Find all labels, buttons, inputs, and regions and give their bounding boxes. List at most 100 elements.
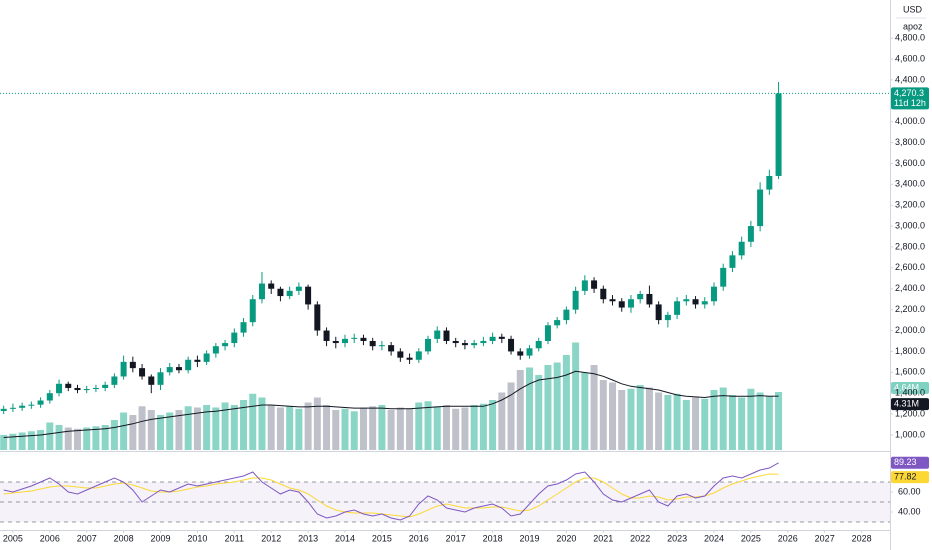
volume-bar (590, 365, 598, 450)
candle-body (710, 286, 717, 302)
candle-body (517, 351, 524, 356)
y-tick-label: 4,800.0 (895, 32, 925, 42)
y-tick-label: 3,000.0 (895, 220, 925, 230)
candle-body (747, 226, 754, 242)
candle-body (591, 280, 598, 289)
volume-bar (544, 365, 552, 450)
panes: 4.64M4.31M4,800.04,600.04,400.04,200.04,… (0, 32, 929, 543)
candle-body (609, 299, 616, 302)
candle-body (489, 336, 496, 341)
y-tick-label: 2,600.0 (895, 262, 925, 272)
volume-bar (461, 407, 469, 450)
candle-body (581, 280, 588, 291)
candle-body (9, 407, 16, 409)
y-tick-label: 1,200.0 (895, 408, 925, 418)
candle-body (434, 330, 441, 339)
candle-body (203, 353, 210, 362)
x-tick-label: 2010 (187, 533, 207, 543)
volume-bar (525, 367, 533, 450)
volume-bar (221, 402, 229, 450)
candle-body (351, 337, 358, 339)
y-tick-label: 3,600.0 (895, 158, 925, 168)
rsi-band (0, 482, 890, 522)
candle-body (258, 283, 265, 300)
volume-bar (267, 405, 275, 450)
rsi-ma-last: 77.82 (894, 472, 917, 482)
volume-bar (9, 433, 17, 450)
candle-body (618, 301, 625, 308)
x-tick-label: 2017 (446, 533, 466, 543)
volume-bar (83, 427, 91, 450)
rsi-ma-line (3, 473, 779, 518)
candle-body (425, 338, 432, 352)
candle-body (443, 330, 450, 341)
candle-body (637, 293, 644, 300)
x-tick-label: 2021 (593, 533, 613, 543)
candle-body (157, 372, 164, 385)
volume-bar (498, 392, 506, 450)
y-tick-label: 60.00 (898, 486, 921, 496)
x-tick-label: 2008 (114, 533, 134, 543)
candle-body (83, 389, 90, 391)
volume-bar (765, 396, 773, 450)
volume-bar (46, 422, 54, 450)
x-tick-label: 2026 (778, 533, 798, 543)
candle-body (461, 343, 468, 346)
volume-last: 4.64M (894, 382, 919, 392)
volume-bar (516, 370, 524, 450)
y-tick-label: 4,000.0 (895, 116, 925, 126)
candle-body (148, 376, 155, 385)
candle-body (295, 286, 302, 291)
currency: USD (903, 4, 923, 14)
candle-body (674, 301, 681, 315)
volume-bar (138, 406, 146, 450)
volume-bar (120, 412, 128, 450)
candle-body (139, 368, 146, 377)
x-tick-label: 2015 (372, 533, 392, 543)
x-tick-label: 2007 (77, 533, 97, 543)
candle-body (738, 241, 745, 256)
candle-body (766, 175, 773, 190)
candle-body (498, 336, 505, 339)
y-tick-label: 3,800.0 (895, 137, 925, 147)
candle-body (554, 320, 561, 326)
volume-bar (27, 431, 35, 450)
candle-body (194, 359, 201, 362)
x-tick-label: 2011 (225, 533, 244, 543)
y-tick-label: 4,600.0 (895, 53, 925, 63)
volume-bar (415, 402, 423, 450)
rsi-ma-last-bg (891, 471, 929, 484)
volume-bar (452, 408, 460, 450)
candle-body (166, 367, 173, 373)
volume-bar (645, 387, 653, 450)
volume-bar (286, 406, 294, 450)
volume-bar (682, 400, 690, 450)
y-tick-label: 1,000.0 (895, 429, 925, 439)
candle-body (0, 408, 7, 411)
volume-bar (73, 428, 81, 450)
candle-body (563, 309, 570, 321)
candle-body (175, 367, 182, 371)
volume-last-bg (891, 382, 929, 394)
volume-bar (313, 397, 321, 450)
y-tick-label: 2,000.0 (895, 325, 925, 335)
volume-bar (0, 435, 8, 450)
volume-bar (609, 382, 617, 450)
volume-bar (157, 415, 165, 450)
y-tick-label: 1,400.0 (895, 388, 925, 398)
volume-bar (369, 406, 377, 450)
volume-bar (129, 415, 137, 450)
candle-body (701, 301, 708, 305)
candle-body (129, 361, 136, 369)
candle-body (406, 357, 413, 360)
x-tick-label: 2013 (298, 533, 318, 543)
candle-body (342, 338, 349, 344)
candle-body (544, 325, 551, 341)
volume-bars (0, 342, 783, 450)
candle-body (314, 304, 321, 331)
x-tick-label: 2019 (519, 533, 539, 543)
volume-bar (710, 390, 718, 450)
volume-bar (387, 410, 395, 450)
x-tick-label: 2020 (556, 533, 576, 543)
